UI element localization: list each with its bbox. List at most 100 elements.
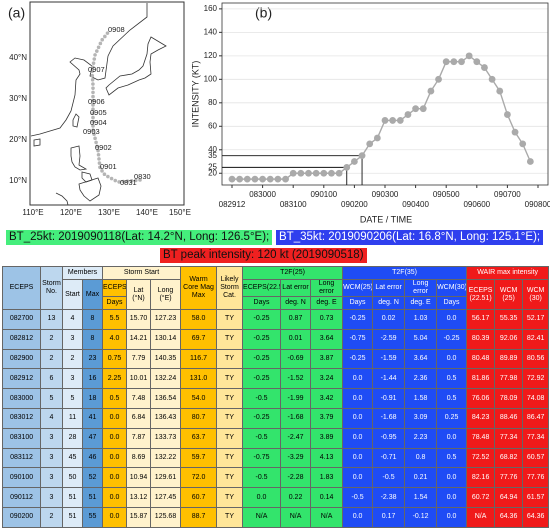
table-cell: 80.39 — [466, 328, 496, 350]
table-cell: 60.57 — [522, 447, 550, 469]
y-axis-label: INTENSITY (KT) — [190, 61, 200, 128]
table-cell: 6 — [40, 368, 63, 390]
table-cell: 132.24 — [149, 368, 182, 390]
sub-header: Lat error — [280, 279, 312, 297]
table-cell: -0.25 — [242, 368, 282, 390]
table-body: 082700 13 4 8 5.5 15.70 127.23 58.0 TY -0.25 0.87 0… — [2, 309, 550, 528]
table-row: 082700 13 4 8 5.5 15.70 127.23 58.0 TY -0.25 0.87 0… — [2, 309, 550, 330]
unit-header: deg. E — [404, 296, 438, 310]
x-tick-label: 082912 — [219, 200, 246, 209]
table-cell: 3.64 — [310, 328, 344, 350]
data-point — [351, 158, 358, 165]
series-line — [232, 54, 531, 180]
table-row: 090100 3 50 52 0.0 10.94 129.61 72.0 TY -0.5 -2.28… — [2, 467, 550, 489]
table-cell: 0.0 — [102, 506, 127, 528]
lat-label: 30°N — [9, 94, 27, 103]
table-cell: 0.0 — [342, 427, 374, 449]
table-cell: -0.71 — [372, 447, 406, 469]
data-point — [236, 175, 244, 183]
table-cell: 0.0 — [436, 309, 468, 330]
data-point — [435, 75, 442, 83]
data-point — [373, 134, 381, 142]
panel-label: (a) — [8, 5, 25, 21]
table-cell: -0.25 — [242, 348, 282, 370]
table-cell: 15.87 — [126, 506, 151, 528]
data-point — [243, 175, 251, 183]
table-cell: TY — [216, 447, 244, 469]
table-cell: 14.21 — [126, 328, 151, 350]
table-cell: 090112 — [2, 487, 41, 508]
table-cell: 2.36 — [404, 368, 438, 390]
sub-header: WCM (30) — [522, 279, 550, 310]
table-cell: 55.35 — [494, 309, 524, 330]
map: (a) — [8, 1, 185, 206]
track-label: 0830 — [134, 172, 151, 181]
table-cell: -0.69 — [280, 348, 312, 370]
table-cell: 77.76 — [494, 467, 524, 489]
table-cell: 76.06 — [466, 388, 496, 409]
table-cell: 3.42 — [310, 388, 344, 409]
table-cell: 4.13 — [310, 447, 344, 469]
table-cell: -0.5 — [242, 427, 282, 449]
lon-label: 110°E — [22, 208, 43, 217]
track-label: 0902 — [95, 143, 112, 152]
table-cell: 13.12 — [126, 487, 151, 508]
table-cell: -0.25 — [342, 309, 374, 330]
table-cell: 1.58 — [404, 388, 438, 409]
table-cell: 8 — [82, 328, 103, 350]
table-cell: N/A — [310, 506, 344, 528]
table-cell: 88.7 — [180, 506, 218, 528]
table-cell: 81.86 — [466, 368, 496, 390]
data-point — [381, 117, 389, 124]
sub-header: ECEPS — [102, 279, 127, 297]
table-cell: 82.16 — [466, 467, 496, 489]
track-label: 0905 — [90, 108, 107, 117]
unit-header: deg. N — [280, 296, 312, 310]
table-cell: 78.09 — [494, 388, 524, 409]
header: Likely Storm Cat. — [216, 266, 244, 310]
data-point — [450, 58, 458, 66]
table-cell: 92.06 — [494, 328, 524, 350]
table-cell: 64.94 — [494, 487, 524, 508]
y-tick-label: 120 — [204, 51, 218, 60]
table-cell: 083100 — [2, 427, 41, 449]
coastlines — [30, 3, 167, 206]
table-cell: TY — [216, 368, 244, 390]
lon-label: 150°E — [169, 208, 191, 217]
table-cell: 72.52 — [466, 447, 496, 469]
table-row: 083000 5 5 18 0.5 7.48 136.54 54.0 TY -0.5 -1.99 3.… — [2, 388, 550, 409]
table-cell: 72.0 — [180, 467, 218, 489]
table-cell: TY — [216, 427, 244, 449]
typhoon-track — [90, 28, 142, 184]
caption: BT_25kt: 2019090118(Lat: 14.2°N, Long: 1… — [6, 230, 273, 245]
table-cell: TY — [216, 328, 244, 350]
table-cell: 0.0 — [102, 407, 127, 429]
caption: BT_35kt: 2019090206(Lat: 16.8°N, Long: 1… — [276, 230, 544, 245]
table-cell: 84.23 — [466, 407, 496, 429]
x-tick-label: 083000 — [249, 190, 276, 199]
table-cell: 16 — [82, 368, 103, 390]
table-cell: 0.0 — [342, 407, 374, 429]
table-cell: 60.7 — [180, 487, 218, 508]
table-cell: 131.0 — [180, 368, 218, 390]
table-cell: 3 — [40, 427, 63, 449]
table-cell: -0.95 — [372, 427, 406, 449]
x-tick-label: 090200 — [341, 200, 368, 209]
x-tick-label: 090600 — [463, 200, 490, 209]
sub-header: Long error — [404, 279, 438, 297]
data-point — [427, 87, 435, 95]
x-axis-label: DATE / TIME — [360, 214, 412, 224]
data-point — [389, 117, 397, 124]
sub-header: WCM (25) — [494, 279, 524, 310]
data-point — [282, 175, 289, 183]
data-point — [488, 75, 496, 83]
table-cell: -1.59 — [372, 348, 406, 370]
unit-header: deg. E — [310, 296, 344, 310]
header: Storm No. — [40, 266, 63, 310]
header: WAIR max intensity — [466, 266, 550, 280]
data-point — [335, 169, 343, 177]
table-cell: -1.68 — [280, 407, 312, 429]
data-point — [343, 163, 351, 171]
table-cell: TY — [216, 487, 244, 508]
table-cell: 127.23 — [149, 309, 182, 330]
